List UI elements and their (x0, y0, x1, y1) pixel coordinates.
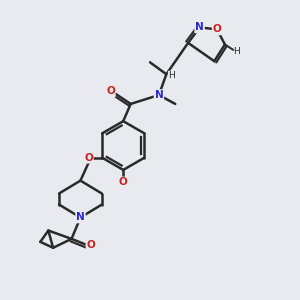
Text: H: H (233, 47, 240, 56)
Text: N: N (154, 90, 163, 100)
Text: O: O (119, 177, 128, 188)
Text: N: N (76, 212, 85, 223)
Text: H: H (168, 71, 175, 80)
Text: O: O (84, 153, 93, 163)
Text: N: N (195, 22, 204, 32)
Text: O: O (86, 240, 95, 250)
Text: O: O (213, 24, 221, 34)
Text: O: O (106, 86, 115, 96)
